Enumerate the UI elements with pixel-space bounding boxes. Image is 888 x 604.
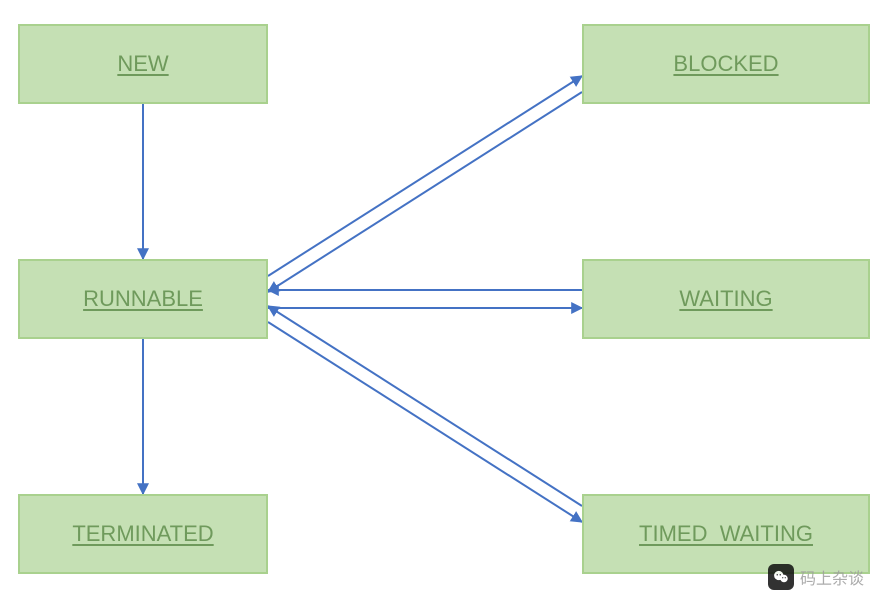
node-label-terminated: TERMINATED [72,521,213,547]
node-label-blocked: BLOCKED [673,51,778,77]
watermark: 码上杂谈 [768,564,864,590]
node-label-runnable: RUNNABLE [83,286,203,312]
node-terminated: TERMINATED [18,494,268,574]
edge-runnable-to-timed_waiting [268,322,582,522]
edge-timed_waiting-to-runnable [268,306,582,506]
node-new: NEW [18,24,268,104]
edge-blocked-to-runnable [268,92,582,292]
node-waiting: WAITING [582,259,870,339]
node-blocked: BLOCKED [582,24,870,104]
node-label-waiting: WAITING [679,286,772,312]
edge-runnable-to-blocked [268,76,582,276]
watermark-text: 码上杂谈 [800,565,864,589]
node-timed_waiting: TIMED_WAITING [582,494,870,574]
node-label-new: NEW [117,51,168,77]
node-label-timed_waiting: TIMED_WAITING [639,521,813,547]
node-runnable: RUNNABLE [18,259,268,339]
wechat-icon [768,564,794,590]
